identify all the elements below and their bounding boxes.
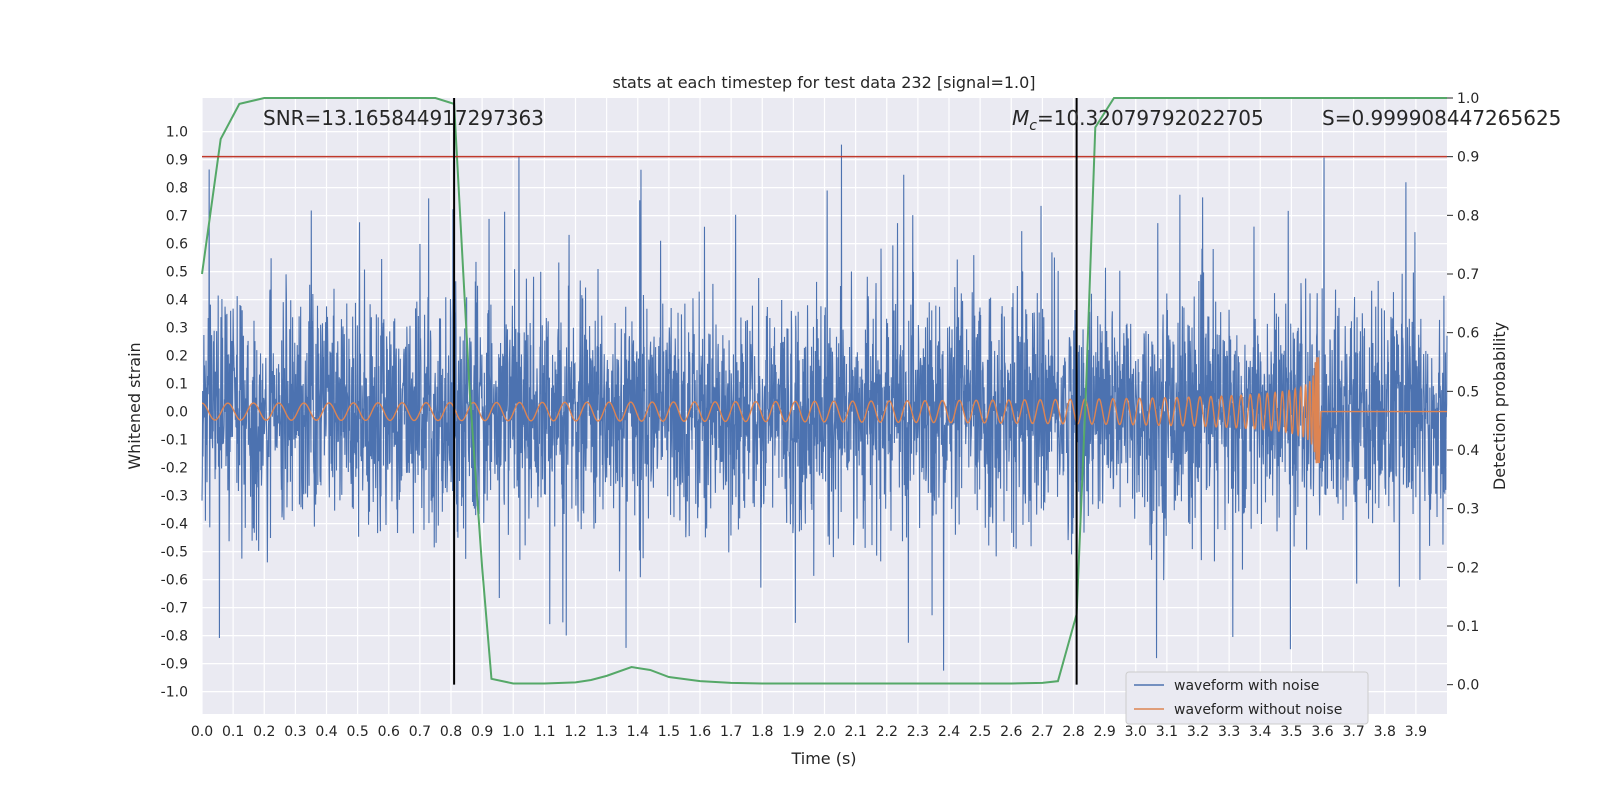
y2-tick-label: 0.8 bbox=[1457, 208, 1479, 224]
x-tick-label: 2.3 bbox=[907, 724, 929, 740]
legend-clean-label: waveform without noise bbox=[1174, 702, 1342, 718]
y2-tick-label: 0.3 bbox=[1457, 502, 1479, 518]
x-tick-label: 2.5 bbox=[969, 724, 991, 740]
y2-tick-label: 0.4 bbox=[1457, 443, 1479, 459]
x-tick-label: 3.7 bbox=[1342, 724, 1364, 740]
x-tick-label: 1.8 bbox=[751, 724, 773, 740]
x-tick-label: 0.6 bbox=[378, 724, 400, 740]
y-tick-label: 0.1 bbox=[166, 377, 188, 393]
legend: waveform with noise waveform without noi… bbox=[1125, 671, 1369, 725]
y-tick-label: -0.5 bbox=[161, 545, 188, 561]
x-tick-label: 3.9 bbox=[1405, 724, 1427, 740]
y-tick-label: 0.6 bbox=[166, 237, 188, 253]
legend-box bbox=[1125, 671, 1369, 725]
x-tick-label: 2.6 bbox=[1000, 724, 1022, 740]
y-tick-label: 0.0 bbox=[166, 405, 188, 421]
x-tick-label: 1.6 bbox=[689, 724, 711, 740]
x-tick-label: 3.6 bbox=[1311, 724, 1333, 740]
y2-tick-label: 0.7 bbox=[1457, 267, 1479, 283]
chirp-mass-symbol: M bbox=[1012, 106, 1029, 130]
y-tick-label: -0.9 bbox=[161, 657, 188, 673]
y-tick-label: 0.7 bbox=[166, 209, 188, 225]
x-tick-label: 3.4 bbox=[1249, 724, 1271, 740]
x-tick-label: 3.2 bbox=[1187, 724, 1209, 740]
x-tick-label: 1.4 bbox=[627, 724, 649, 740]
chirp-mass-annotation: Mc=10.32079792022705 bbox=[1012, 106, 1264, 134]
x-tick-label: 1.5 bbox=[658, 724, 680, 740]
x-tick-labels: 0.0 0.1 0.2 0.3 0.4 0.5 0.6 0.7 0.8 0.9 1.0 1.1 1.2 1… bbox=[191, 724, 1427, 740]
probability-series bbox=[201, 97, 1447, 685]
chirp-mass-value: =10.32079792022705 bbox=[1037, 106, 1264, 130]
y-tick-label: 0.2 bbox=[166, 349, 188, 365]
x-tick-label: 0.4 bbox=[315, 724, 337, 740]
y-tick-label: 0.9 bbox=[166, 153, 188, 169]
significance-annotation: S=0.999908447265625 bbox=[1322, 106, 1561, 130]
y2-tick-labels: 1.0 0.9 0.8 0.7 0.6 0.5 0.4 0.3 0.2 0.1 0.0 bbox=[1447, 91, 1479, 694]
x-tick-label: 1.7 bbox=[720, 724, 742, 740]
x-tick-label: 0.8 bbox=[440, 724, 462, 740]
x-tick-label: 1.2 bbox=[564, 724, 586, 740]
probability-line bbox=[201, 97, 1447, 685]
y2-tick-label: 0.9 bbox=[1457, 150, 1479, 166]
y-tick-label: 0.3 bbox=[166, 321, 188, 337]
x-tick-label: 3.5 bbox=[1280, 724, 1302, 740]
x-tick-label: 2.4 bbox=[938, 724, 960, 740]
y-tick-label: -0.1 bbox=[161, 433, 188, 449]
y-tick-label: -0.3 bbox=[161, 489, 188, 505]
y-tick-label: 1.0 bbox=[166, 125, 188, 141]
y-tick-label: 0.4 bbox=[166, 293, 188, 309]
y-axis-label: Whitened strain bbox=[125, 342, 144, 469]
x-tick-label: 2.7 bbox=[1031, 724, 1053, 740]
y2-axis-label: Detection probability bbox=[1490, 322, 1509, 490]
reference-lines bbox=[202, 98, 1447, 685]
noisy-waveform-series bbox=[201, 144, 1448, 671]
y2-tick-label: 0.1 bbox=[1457, 619, 1479, 635]
x-tick-label: 2.9 bbox=[1093, 724, 1115, 740]
x-tick-label: 2.2 bbox=[876, 724, 898, 740]
x-tick-label: 0.3 bbox=[284, 724, 306, 740]
y2-tick-label: 1.0 bbox=[1457, 91, 1479, 107]
y2-tick-label: 0.2 bbox=[1457, 560, 1479, 576]
clean-waveform-series bbox=[201, 357, 1447, 464]
y-tick-label: 0.5 bbox=[166, 265, 188, 281]
x-tick-label: 1.3 bbox=[595, 724, 617, 740]
y2-tick-label: 0.6 bbox=[1457, 326, 1479, 342]
x-tick-label: 1.1 bbox=[533, 724, 555, 740]
x-tick-label: 0.1 bbox=[222, 724, 244, 740]
y2-tick-label: 0.0 bbox=[1457, 678, 1479, 694]
chirp-mass-subscript: c bbox=[1029, 118, 1037, 134]
y-tick-label: -0.8 bbox=[161, 629, 188, 645]
y-tick-label: 0.8 bbox=[166, 181, 188, 197]
x-tick-label: 2.8 bbox=[1062, 724, 1084, 740]
x-tick-label: 3.3 bbox=[1218, 724, 1240, 740]
x-tick-label: 1.9 bbox=[782, 724, 804, 740]
y-tick-label: -0.7 bbox=[161, 601, 188, 617]
x-tick-label: 2.1 bbox=[844, 724, 866, 740]
y-tick-labels: 1.0 0.9 0.8 0.7 0.6 0.5 0.4 0.3 0.2 0.1 0.0 -0.1 -0.… bbox=[161, 125, 188, 701]
x-tick-label: 0.7 bbox=[409, 724, 431, 740]
chart-title: stats at each timestep for test data 232… bbox=[612, 73, 1035, 92]
x-tick-label: 0.5 bbox=[346, 724, 368, 740]
snr-annotation: SNR=13.165844917297363 bbox=[263, 106, 544, 130]
y-tick-label: -0.2 bbox=[161, 461, 188, 477]
x-axis-label: Time (s) bbox=[790, 749, 856, 768]
x-tick-label: 0.0 bbox=[191, 724, 213, 740]
x-tick-label: 3.0 bbox=[1125, 724, 1147, 740]
clean-waveform-line bbox=[201, 357, 1447, 464]
x-tick-label: 2.0 bbox=[813, 724, 835, 740]
noisy-waveform-line bbox=[201, 144, 1448, 671]
y-tick-label: -1.0 bbox=[161, 685, 188, 701]
x-tick-label: 1.0 bbox=[502, 724, 524, 740]
y-tick-label: -0.4 bbox=[161, 517, 188, 533]
x-tick-label: 3.8 bbox=[1374, 724, 1396, 740]
y2-tick-label: 0.5 bbox=[1457, 384, 1479, 400]
legend-noisy-label: waveform with noise bbox=[1174, 678, 1319, 694]
x-tick-label: 0.2 bbox=[253, 724, 275, 740]
x-tick-label: 3.1 bbox=[1156, 724, 1178, 740]
x-tick-label: 0.9 bbox=[471, 724, 493, 740]
y-tick-label: -0.6 bbox=[161, 573, 188, 589]
